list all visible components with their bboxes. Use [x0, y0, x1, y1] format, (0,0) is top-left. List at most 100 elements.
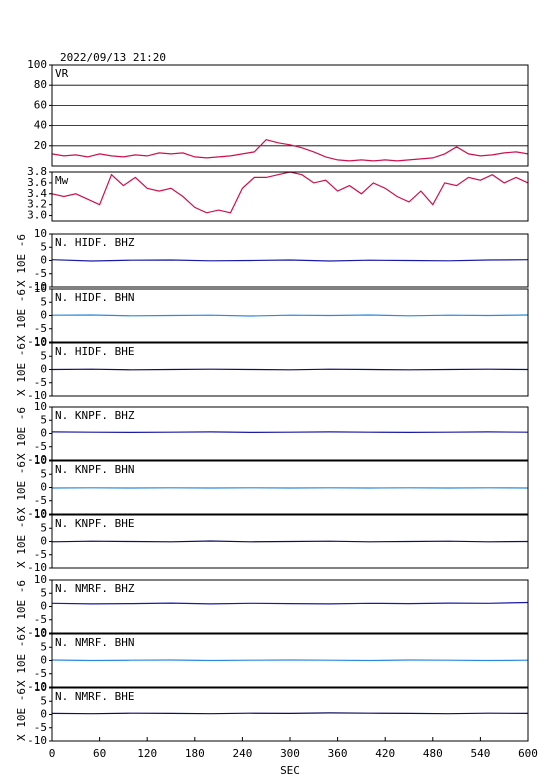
y-tick-label: 10 [34, 508, 47, 521]
panel-frame [51, 64, 529, 167]
y-tick-label: -5 [34, 376, 47, 389]
y-tick-label: 20 [34, 139, 47, 152]
x-tick-label: 60 [93, 747, 106, 760]
y-tick-label: 0 [40, 363, 47, 376]
y-tick-label: 5 [40, 694, 47, 707]
x-tick-label: 480 [423, 747, 443, 760]
y-tick-label: -5 [34, 548, 47, 561]
panel-frame [51, 233, 529, 288]
panel-frame [51, 633, 529, 688]
series-line [51, 314, 529, 317]
x-tick-label: 600 [518, 747, 538, 760]
x-axis-label: SEC [280, 764, 300, 777]
y-tick-label: -10 [27, 734, 47, 747]
y-tick-label: -5 [34, 440, 47, 453]
y-tick-label: -5 [34, 721, 47, 734]
x-tick-label: 300 [280, 747, 300, 760]
panel-frame [51, 288, 529, 343]
y-axis-label: X 10E -6 [15, 688, 28, 741]
y-tick-label: 5 [40, 640, 47, 653]
y-tick-label: 0 [40, 254, 47, 267]
y-tick-label: 3.2 [27, 198, 47, 211]
x-tick-label: 0 [49, 747, 56, 760]
y-axis-label: X 10E -6 [15, 234, 28, 287]
chart-title: 2022/09/13 21:20 [60, 51, 166, 64]
x-tick-label: 420 [375, 747, 395, 760]
y-tick-label: 3.4 [27, 187, 47, 200]
y-tick-label: 10 [34, 227, 47, 240]
series-line [51, 601, 529, 605]
y-axis-label: X 10E -6 [15, 461, 28, 514]
x-tick-label: 240 [232, 747, 252, 760]
y-tick-label: 10 [34, 681, 47, 694]
y-axis-label: X 10E -6 [15, 289, 28, 342]
x-tick-label: 120 [137, 747, 157, 760]
x-tick-label: 540 [470, 747, 490, 760]
series-label: N. NMRF. BHZ [55, 582, 135, 595]
y-tick-label: -5 [34, 322, 47, 335]
y-tick-label: -10 [27, 280, 47, 293]
y-tick-label: -10 [27, 561, 47, 574]
series-label: N. HIDF. BHE [55, 345, 134, 358]
y-tick-label: 5 [40, 467, 47, 480]
y-tick-label: 5 [40, 521, 47, 534]
y-tick-label: 0 [40, 535, 47, 548]
series-label: N. HIDF. BHZ [55, 236, 135, 249]
series-label: N. KNPF. BHZ [55, 409, 135, 422]
x-tick-label: 180 [185, 747, 205, 760]
y-tick-label: 10 [34, 282, 47, 295]
panel-frame [51, 460, 529, 515]
y-tick-label: -10 [27, 335, 47, 348]
panel-frame [51, 579, 529, 634]
panel-frame [51, 342, 529, 397]
y-tick-label: 5 [40, 413, 47, 426]
y-tick-label: -5 [34, 667, 47, 680]
y-axis-label: X 10E -6 [15, 634, 28, 687]
y-tick-label: -10 [27, 680, 47, 693]
y-tick-label: 5 [40, 295, 47, 308]
y-tick-label: 5 [40, 240, 47, 253]
y-tick-label: 0 [40, 600, 47, 613]
y-axis-label: X 10E -6 [15, 515, 28, 568]
series-line [51, 368, 529, 371]
y-tick-label: 5 [40, 586, 47, 599]
y-tick-label: 3.8 [27, 165, 47, 178]
y-tick-label: 0 [40, 427, 47, 440]
panel-frame [51, 171, 529, 222]
y-tick-label: 10 [34, 454, 47, 467]
x-tick-label: 360 [328, 747, 348, 760]
y-tick-label: 10 [34, 573, 47, 586]
series-line [51, 259, 529, 262]
panel-frame [51, 514, 529, 569]
series-line [51, 712, 529, 715]
y-tick-label: -5 [34, 613, 47, 626]
series-label: N. HIDF. BHN [55, 291, 134, 304]
y-tick-label: -5 [34, 267, 47, 280]
y-tick-label: 0 [40, 654, 47, 667]
y-axis-label: X 10E -6 [15, 343, 28, 396]
series-line [51, 139, 529, 162]
y-tick-label: 0 [40, 309, 47, 322]
series-line [51, 540, 529, 543]
series-line [51, 431, 529, 434]
y-tick-label: 10 [34, 336, 47, 349]
y-axis-label: X 10E -6 [15, 407, 28, 460]
y-tick-label: -10 [27, 507, 47, 520]
y-tick-label: 10 [34, 627, 47, 640]
y-tick-label: 5 [40, 349, 47, 362]
series-label: VR [55, 67, 69, 80]
series-label: N. KNPF. BHE [55, 517, 134, 530]
y-tick-label: -10 [27, 626, 47, 639]
y-tick-label: 0 [40, 708, 47, 721]
y-tick-label: -10 [27, 453, 47, 466]
y-tick-label: 0 [40, 481, 47, 494]
series-label: N. KNPF. BHN [55, 463, 134, 476]
y-tick-label: -5 [34, 494, 47, 507]
y-axis-label: X 10E -6 [15, 580, 28, 633]
y-tick-label: 60 [34, 98, 47, 111]
y-tick-label: 40 [34, 119, 47, 132]
panel-frame [51, 406, 529, 461]
series-label: N. NMRF. BHE [55, 690, 134, 703]
